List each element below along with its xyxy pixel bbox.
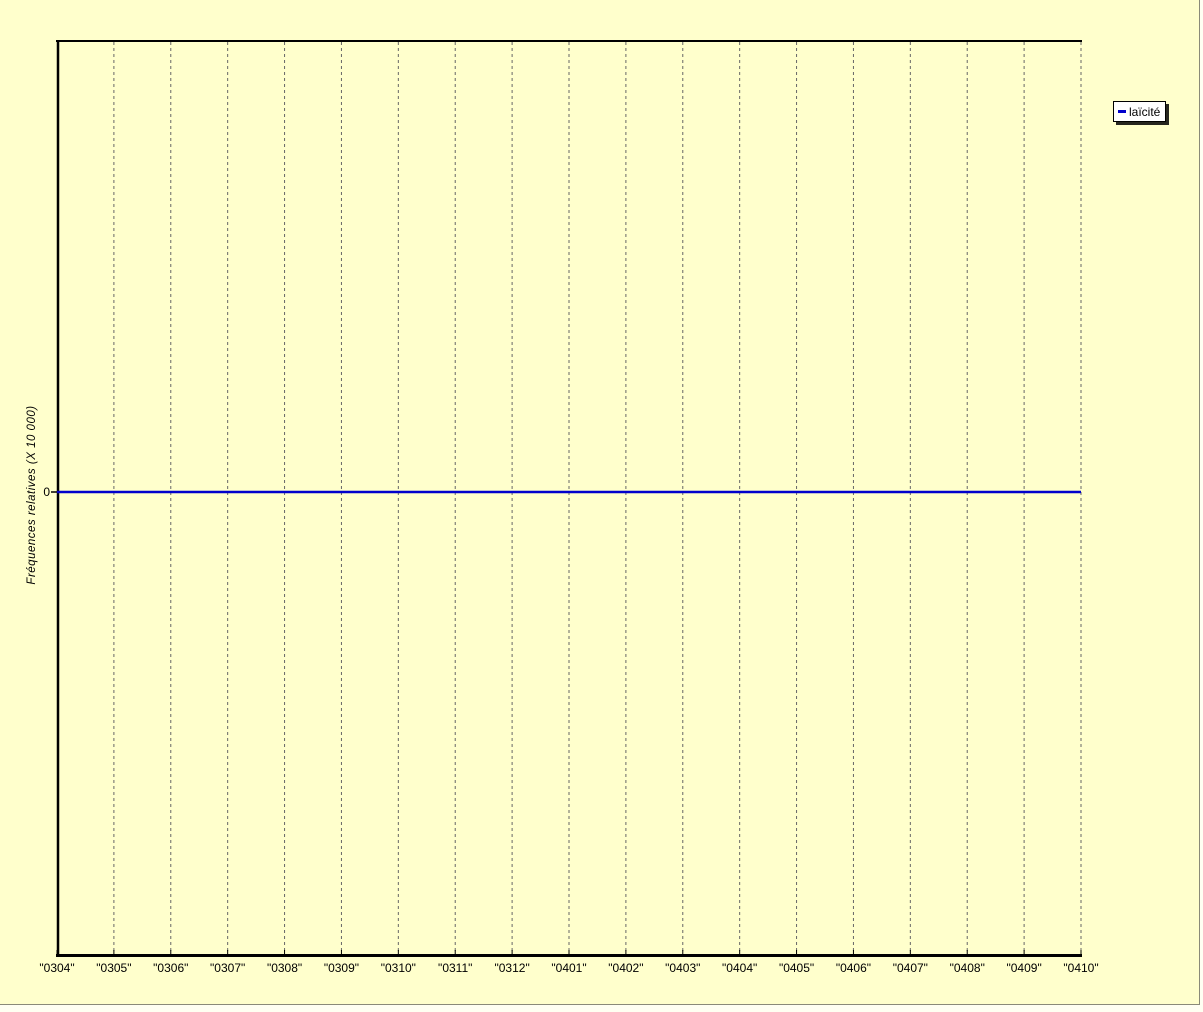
x-tick-label: "0308" (266, 961, 303, 975)
x-tick-label: "0307" (210, 961, 246, 975)
x-tick-label: "0305" (96, 961, 132, 975)
x-tick-label: "0408" (949, 961, 985, 975)
x-tick-label: "0402" (608, 961, 644, 975)
legend-line-marker-icon (1118, 110, 1126, 113)
x-tick-label: "0310" (380, 961, 416, 975)
legend: laïcité (1113, 101, 1167, 122)
x-tick-label: "0312" (494, 961, 530, 975)
x-tick-label: "0406" (835, 961, 872, 975)
x-tick-label: "0403" (665, 961, 701, 975)
x-tick-label: "0304" (39, 961, 75, 975)
x-tick-label: "0407" (892, 961, 928, 975)
x-tick-label: "0401" (551, 961, 587, 975)
x-tick-label: "0405" (778, 961, 815, 975)
x-tick-label: "0309" (323, 961, 360, 975)
x-tick-label: "0404" (722, 961, 758, 975)
y-axis-title: Fréquences relatives (X 10 000) (26, 405, 38, 585)
x-tick-label: "0410" (1063, 961, 1099, 975)
x-tick-label: "0311" (438, 961, 473, 975)
x-tick-label: "0306" (153, 961, 189, 975)
x-tick-label: "0409" (1006, 961, 1042, 975)
y-zero-tick-label: 0 (43, 485, 50, 499)
legend-label: laïcité (1129, 104, 1161, 119)
